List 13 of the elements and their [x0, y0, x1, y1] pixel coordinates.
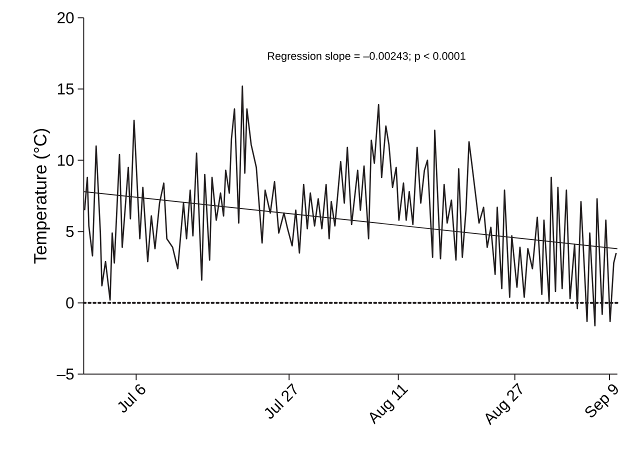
x-tick-label: Jul 6	[118, 384, 146, 413]
y-tick-label: 0	[66, 297, 74, 308]
x-tick-label: Sep 9	[585, 384, 618, 418]
x-tick-label: Aug 27	[486, 382, 522, 426]
x-tick-label: Aug 11	[370, 384, 408, 424]
y-tick-label: –5	[56, 368, 74, 380]
y-tick-label: 20	[58, 12, 74, 24]
x-tick-label: Jul 27	[264, 383, 297, 419]
y-tick-label: 5	[66, 226, 74, 238]
annotation: Regression slope = –0.00243; p < 0.0001	[268, 52, 466, 62]
y-axis-title: Temperature (°C)	[34, 129, 50, 264]
y-tick-label: 10	[58, 154, 74, 166]
y-tick-label: 15	[58, 84, 74, 95]
